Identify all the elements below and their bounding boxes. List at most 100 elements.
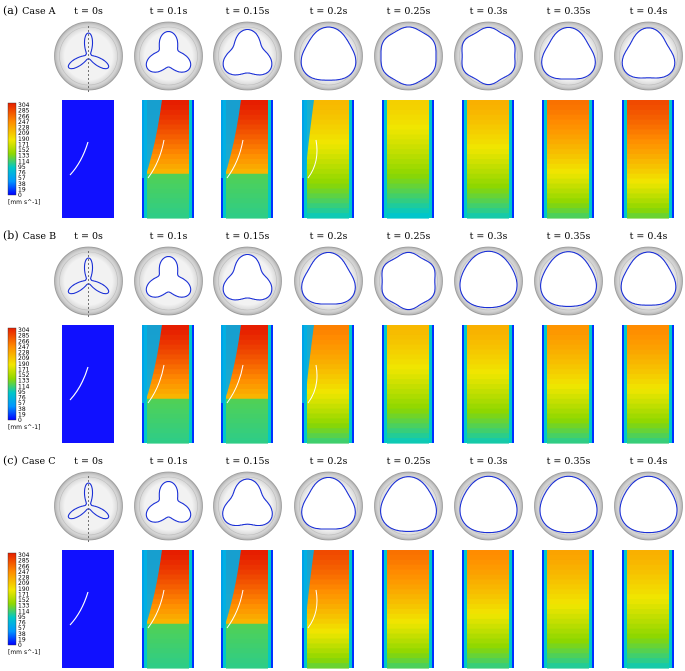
colorbar — [7, 102, 17, 196]
flow-band — [307, 188, 349, 195]
wall-layer-left — [382, 100, 387, 218]
wall-edge-right — [192, 550, 194, 668]
flow-band — [307, 213, 349, 219]
flow-band — [547, 344, 589, 351]
flow-band — [627, 374, 669, 380]
flow-band — [467, 188, 509, 195]
flow-band — [627, 100, 669, 106]
flow-band — [627, 124, 669, 131]
flow-band — [627, 379, 669, 385]
flow-band — [387, 423, 429, 429]
flow-band — [467, 599, 509, 605]
wall-layer-right — [509, 550, 514, 668]
time-label: t = 0.25s — [387, 456, 431, 467]
case-label: (b) Case B — [3, 229, 56, 242]
flow-band — [547, 413, 589, 420]
flow-band — [547, 188, 589, 195]
flow-band — [226, 344, 268, 351]
flow-band — [307, 325, 349, 331]
flow-band — [307, 589, 349, 595]
flow-band — [547, 643, 589, 649]
flow-band — [387, 623, 429, 630]
colorbar-tick-label: 133 — [18, 378, 30, 385]
flow-band — [307, 594, 349, 600]
wall-layer-right — [509, 325, 514, 443]
flow-band — [387, 354, 429, 361]
leaflet-trace — [69, 591, 89, 626]
flow-band — [226, 178, 268, 185]
leaflet-contour — [619, 475, 678, 534]
wall-edge-left — [622, 550, 624, 668]
colorbar-tick-label: 285 — [18, 558, 30, 565]
flow-band — [226, 433, 268, 439]
flow-band — [147, 163, 189, 170]
flow-band — [147, 418, 189, 424]
flow-band — [547, 325, 589, 331]
flow-band — [307, 359, 349, 365]
wall-layer-right — [589, 325, 594, 443]
flow-band — [226, 374, 268, 380]
time-label: t = 0.2s — [310, 456, 348, 467]
flow-band — [387, 159, 429, 165]
flow-band — [147, 374, 189, 380]
flow-band — [627, 203, 669, 209]
flow-band — [387, 154, 429, 160]
leaflet-trace — [147, 589, 165, 629]
flow-band — [387, 618, 429, 625]
flow-band — [387, 643, 429, 649]
valve-inner-ring — [218, 476, 277, 536]
colorbar-tick-label: 0 — [18, 192, 22, 199]
flow-band — [627, 643, 669, 649]
colorbar-tick-label: 152 — [18, 597, 30, 604]
flow-band — [307, 134, 349, 140]
flow-band — [387, 119, 429, 126]
flow-band — [547, 633, 589, 640]
flow-band — [307, 104, 349, 111]
flow-band — [387, 168, 429, 175]
flow-band — [307, 208, 349, 214]
wall-layer-left — [462, 325, 467, 443]
flow-band — [467, 403, 509, 410]
flow-band — [307, 418, 349, 424]
flow-band — [547, 168, 589, 175]
colorbar-unit: [mm s^-1] — [8, 199, 40, 206]
flow-band — [547, 349, 589, 356]
flow-band — [307, 168, 349, 175]
flow-band — [467, 653, 509, 659]
colorbar-tick-label: 133 — [18, 153, 30, 160]
time-label: t = 0.15s — [226, 456, 270, 467]
flow-band — [547, 154, 589, 160]
flow-band — [147, 144, 189, 150]
flow-band — [547, 604, 589, 610]
colorbar-tick-label: 38 — [18, 631, 26, 638]
flow-band — [226, 643, 268, 649]
flow-band — [226, 403, 268, 410]
wall-layer-right — [589, 100, 594, 218]
flow-band — [627, 604, 669, 610]
time-label: t = 0.25s — [387, 6, 431, 17]
wall-edge-right — [432, 325, 434, 443]
flow-band — [467, 408, 509, 415]
flow-band — [147, 154, 189, 160]
flow-band — [387, 213, 429, 219]
flow-band — [627, 168, 669, 175]
flow-band — [467, 643, 509, 649]
flow-field-panel — [302, 550, 354, 669]
case-label: (a) Case A — [3, 4, 56, 17]
flow-band — [387, 379, 429, 385]
colorbar-tick-label: 266 — [18, 338, 30, 345]
flow-band — [467, 334, 509, 341]
flow-band — [307, 388, 349, 395]
flow-band — [226, 663, 268, 669]
flow-band — [147, 168, 189, 175]
flow-band — [547, 208, 589, 214]
flow-band — [547, 213, 589, 219]
flow-band — [226, 154, 268, 160]
flow-band — [467, 648, 509, 654]
flow-band — [147, 559, 189, 566]
flow-band — [387, 139, 429, 145]
leaflet-contour — [539, 475, 598, 534]
flow-band — [627, 139, 669, 145]
flow-band — [307, 423, 349, 429]
wall-edge-left — [542, 325, 544, 443]
